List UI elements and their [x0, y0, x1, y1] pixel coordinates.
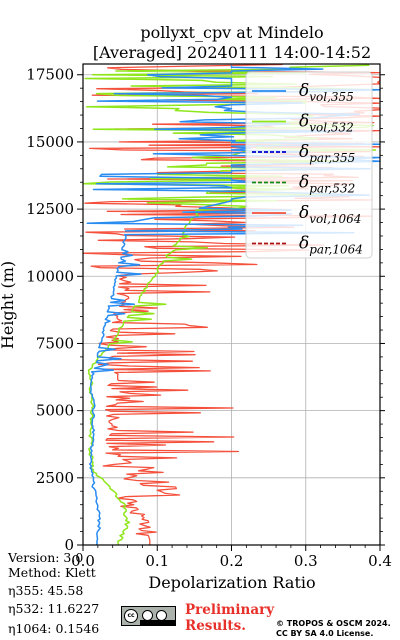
legend-label-symbol: δ — [299, 234, 309, 254]
x-tick-label: 0.4 — [368, 552, 392, 570]
legend-label-symbol: δ — [299, 81, 309, 101]
y-tick-label: 2500 — [36, 469, 74, 487]
y-tick-label: 7500 — [36, 334, 74, 352]
legend-label-subscript: vol,355 — [309, 90, 354, 104]
method-text: Method: Klett — [8, 565, 96, 580]
legend-label-symbol: δ — [299, 112, 309, 132]
version-text: Version: 3.0 — [8, 550, 84, 565]
legend-label: δpar,355 — [299, 142, 355, 165]
eta1064-text: η1064: 0.1546 — [8, 621, 100, 636]
cc-badge-strip — [140, 620, 175, 625]
legend-label-symbol: δ — [299, 173, 309, 193]
copyright-line2: CC BY SA 4.0 License. — [276, 629, 374, 638]
cc-icon: cc — [124, 609, 138, 623]
legend-label-subscript: vol,532 — [309, 121, 354, 135]
y-tick-label: 10000 — [26, 267, 74, 285]
legend-label-subscript: par,355 — [309, 151, 355, 165]
legend: δvol,355δvol,532δpar,355δpar,532δvol,106… — [245, 71, 373, 259]
legend-label-symbol: δ — [299, 142, 309, 162]
x-tick-label: 0.3 — [294, 552, 318, 570]
legend-label: δvol,355 — [299, 81, 354, 104]
x-axis-label: Depolarization Ratio — [148, 573, 315, 592]
legend-label-subscript: par,1064 — [309, 243, 363, 257]
y-tick-label: 12500 — [26, 200, 74, 218]
preliminary-note: Preliminary Results. — [185, 602, 274, 634]
legend-label: δvol,532 — [299, 112, 354, 135]
y-tick-label: 15000 — [26, 133, 74, 151]
legend-label-symbol: δ — [299, 203, 309, 223]
y-tick-label: 17500 — [26, 66, 74, 84]
chart-title-line2: [Averaged] 20240111 14:00-14:52 — [93, 43, 371, 62]
eta532-text: η532: 11.6227 — [8, 601, 100, 616]
x-tick-label: 0.1 — [145, 552, 169, 570]
legend-label-subscript: vol,1064 — [309, 212, 361, 226]
x-tick-label: 0.2 — [220, 552, 244, 570]
copyright-note: © TROPOS & OSCM 2024. CC BY SA 4.0 Licen… — [276, 619, 391, 639]
eta355-text: η355: 45.58 — [8, 583, 84, 598]
plot-frame — [82, 63, 381, 546]
y-tick-label: 0 — [64, 536, 74, 554]
chart-title-line1: pollyxt_cpv at Mindelo — [140, 23, 323, 42]
cc-license-badge: cc — [121, 606, 176, 626]
copyright-line1: © TROPOS & OSCM 2024. — [276, 619, 391, 628]
y-axis-label: Height (m) — [0, 261, 17, 349]
legend-label: δpar,1064 — [299, 234, 363, 257]
preliminary-line2: Results. — [185, 618, 246, 634]
legend-label-subscript: par,532 — [309, 182, 355, 196]
x-tick-label: 0.0 — [71, 552, 95, 570]
axes: 0.0 0.1 0.2 0.3 0.4 0 2500 5000 7500 10000 12500 15… — [26, 63, 392, 570]
y-tick-label: 5000 — [36, 402, 74, 420]
preliminary-line1: Preliminary — [185, 602, 275, 618]
legend-label: δvol,1064 — [299, 203, 361, 226]
legend-box — [245, 71, 373, 259]
legend-label: δpar,532 — [299, 173, 355, 196]
